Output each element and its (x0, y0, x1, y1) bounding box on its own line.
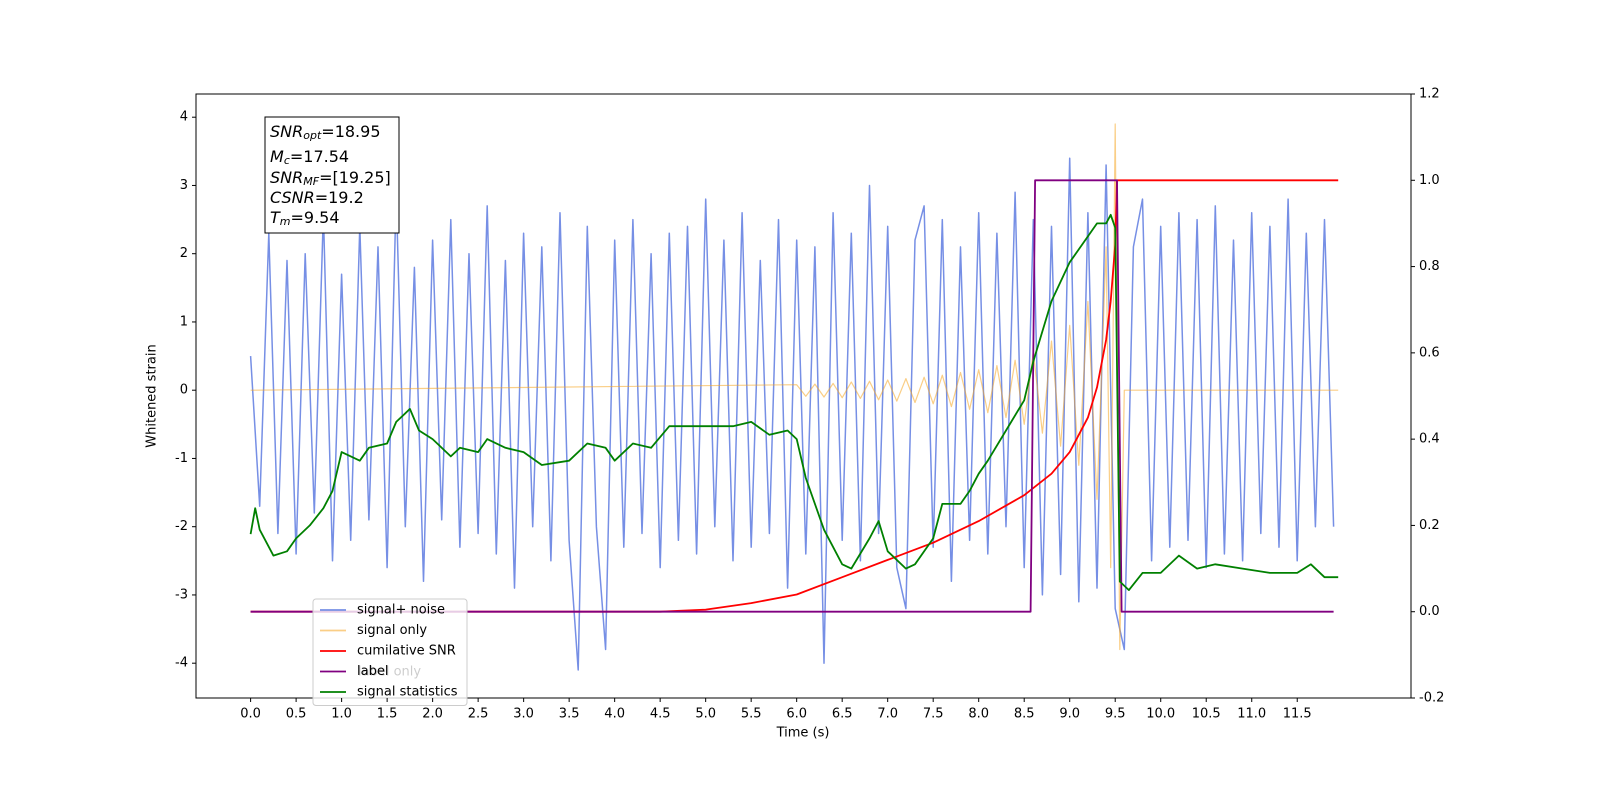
x-tick-label: 0.0 (240, 707, 261, 722)
x-tick-label: 11.0 (1237, 707, 1266, 722)
series-line (250, 123, 1339, 651)
stats-line: Mc=17.54 (270, 147, 349, 168)
x-tick-label: 11.5 (1283, 707, 1312, 722)
stats-box: SNRopt=18.95Mc=17.54SNRMF=[19.25]CSNR=19… (264, 116, 400, 234)
x-tick-label: 7.5 (923, 707, 944, 722)
legend-label: label (357, 664, 388, 679)
legend-label: cumilative SNR (357, 644, 456, 659)
x-tick-label: 3.5 (559, 707, 580, 722)
stats-value: =19.2 (315, 188, 364, 207)
y2-tick-label: 0.4 (1419, 432, 1440, 447)
x-tick-label: 8.0 (968, 707, 989, 722)
x-tick-label: 4.0 (604, 707, 625, 722)
legend-label: signal+ noise (357, 603, 445, 618)
stats-symbol: SNR (270, 168, 303, 187)
y2-tick-label: 0.0 (1419, 604, 1440, 619)
stats-symbol: T (270, 208, 281, 227)
legend-label: signal statistics (357, 685, 458, 700)
stats-subscript: m (280, 215, 291, 228)
stats-value: =[19.25] (319, 168, 391, 187)
x-tick-label: 0.5 (286, 707, 307, 722)
stats-symbol: CSNR (270, 188, 315, 207)
x-tick-label: 1.0 (331, 707, 352, 722)
stats-subscript: c (284, 154, 290, 167)
y-tick-label: 3 (180, 178, 188, 193)
series-line (249, 213, 1339, 591)
y2-tick-label: 0.8 (1419, 259, 1440, 274)
series-line (249, 157, 1335, 671)
y-tick-label: 2 (180, 246, 188, 261)
x-tick-label: 2.5 (468, 707, 489, 722)
series-line (250, 179, 1339, 613)
x-tick-label: 10.0 (1146, 707, 1175, 722)
x-tick-label: 1.5 (377, 707, 398, 722)
y-axis-label: Whitened strain (145, 344, 160, 447)
y-tick-label: 1 (180, 314, 188, 329)
y2-tick-label: 1.0 (1419, 173, 1440, 188)
y-tick-label: -4 (175, 656, 188, 671)
stats-line: CSNR=19.2 (270, 188, 364, 207)
x-tick-label: 4.5 (650, 707, 671, 722)
stats-line: SNRMF=[19.25] (270, 168, 391, 189)
x-tick-label: 10.5 (1192, 707, 1221, 722)
x-axis-label: Time (s) (776, 726, 830, 741)
legend-frame (312, 598, 468, 706)
stats-subscript: MF (303, 175, 319, 188)
series-line (250, 179, 1334, 613)
x-tick-label: 7.0 (877, 707, 898, 722)
y2-tick-label: -0.2 (1419, 691, 1444, 706)
y2-tick-label: 0.6 (1419, 345, 1440, 360)
stats-value: =17.54 (290, 147, 349, 166)
x-tick-label: 6.5 (832, 707, 853, 722)
stats-value: =18.95 (321, 122, 380, 141)
x-tick-label: 3.0 (513, 707, 534, 722)
stats-value: =9.54 (291, 208, 340, 227)
y-tick-label: -1 (175, 451, 188, 466)
y2-tick-label: 0.2 (1419, 518, 1440, 533)
stats-line: SNRopt=18.95 (270, 122, 381, 143)
stats-symbol: M (270, 147, 284, 166)
x-tick-label: 6.0 (786, 707, 807, 722)
plot-area (249, 123, 1339, 671)
stats-box-frame (264, 116, 400, 234)
x-tick-label: 9.5 (1105, 707, 1126, 722)
y-tick-label: -2 (175, 519, 188, 534)
x-tick-label: 9.0 (1059, 707, 1080, 722)
x-tick-label: 2.0 (422, 707, 443, 722)
x-tick-label: 8.5 (1014, 707, 1035, 722)
y-tick-label: -3 (175, 587, 188, 602)
y-tick-label: 4 (180, 110, 188, 125)
axes-frame (195, 93, 1412, 699)
legend-label: signal only (357, 623, 427, 638)
stats-symbol: SNR (270, 122, 303, 141)
y-tick-label: 0 (180, 383, 188, 398)
y2-tick-label: 1.2 (1419, 87, 1440, 102)
x-tick-label: 5.5 (741, 707, 762, 722)
x-tick-label: 5.0 (695, 707, 716, 722)
stats-subscript: opt (303, 129, 322, 142)
stats-line: Tm=9.54 (270, 208, 340, 229)
